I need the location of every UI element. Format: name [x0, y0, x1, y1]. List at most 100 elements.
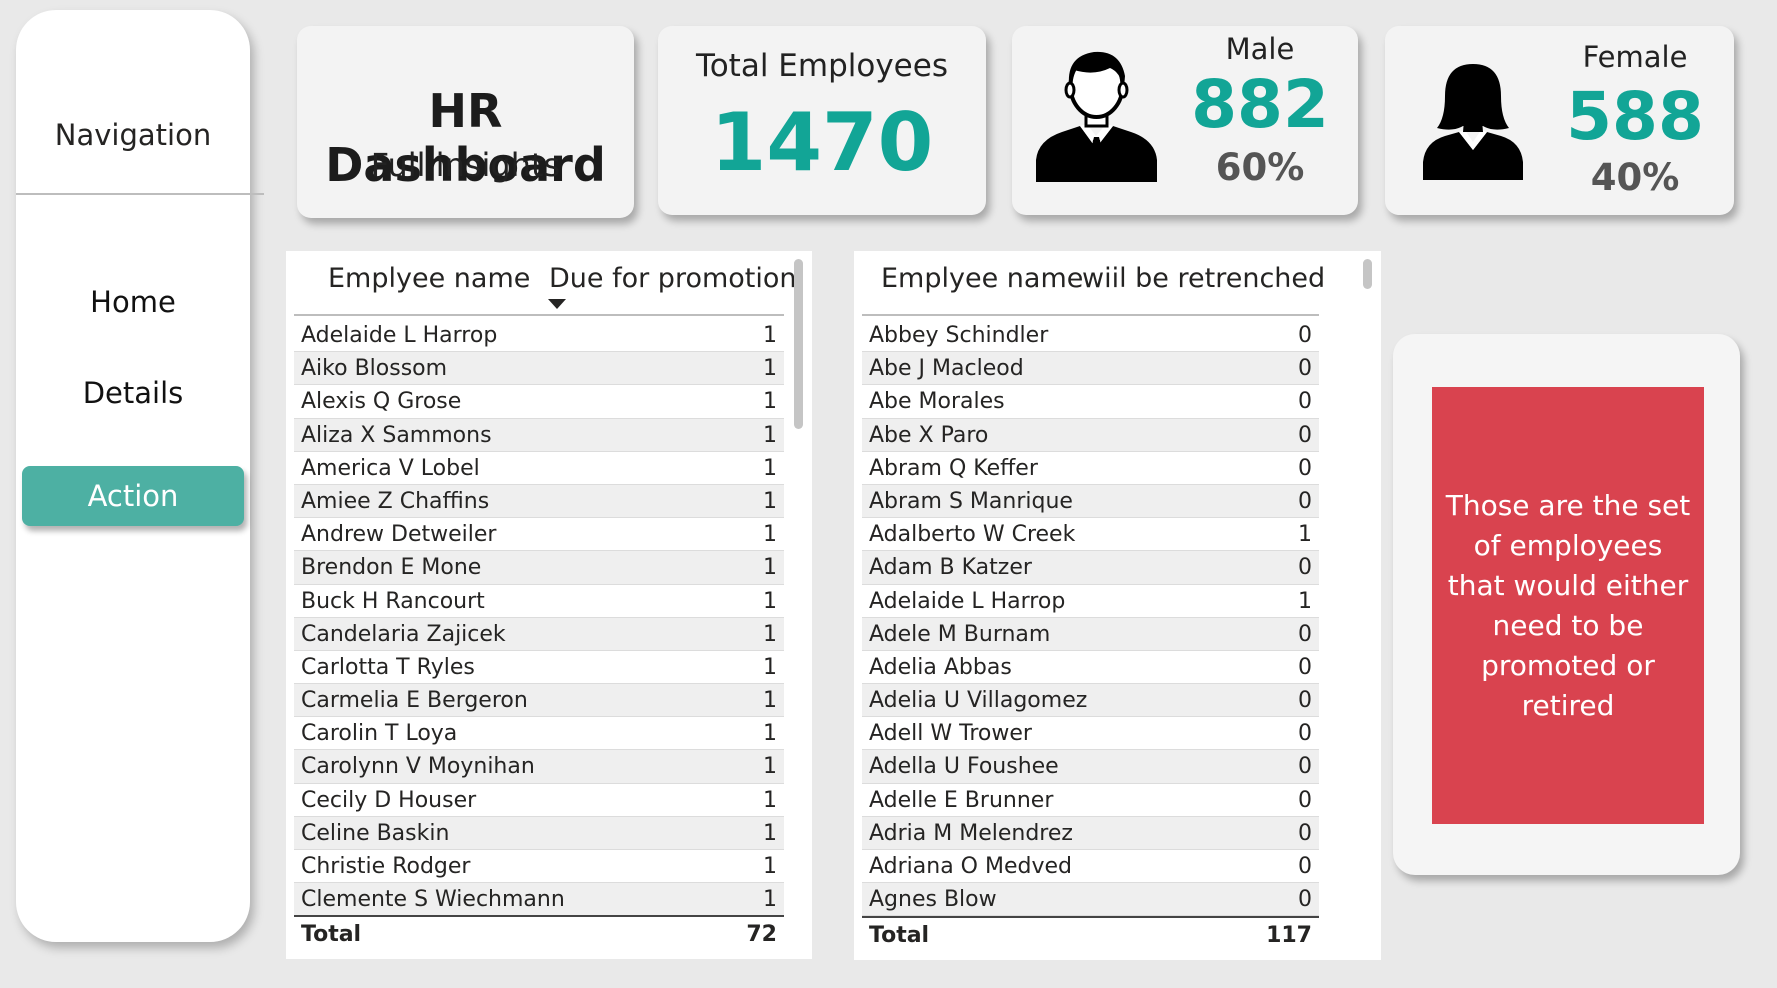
- table-row[interactable]: Adell W Trower 0: [862, 717, 1319, 751]
- table-row[interactable]: Adella U Foushee 0: [862, 750, 1319, 784]
- row-value: 1: [763, 522, 777, 548]
- employee-name: Carmelia E Bergeron: [301, 688, 528, 714]
- table-row[interactable]: Carlotta T Ryles 1: [294, 651, 784, 685]
- employee-name: Adelaide L Harrop: [301, 323, 498, 348]
- table-row[interactable]: Adelia Abbas 0: [862, 651, 1319, 685]
- employee-name: Adella U Foushee: [869, 754, 1059, 780]
- retrench-col-value-header[interactable]: wiil be retrenched: [1082, 263, 1326, 294]
- table-row[interactable]: Abbey Schindler 0: [862, 319, 1319, 353]
- row-value: 1: [763, 356, 777, 382]
- row-value: 1: [763, 621, 777, 647]
- table-row[interactable]: America V Lobel 1: [294, 452, 784, 485]
- female-label: Female: [1582, 40, 1688, 74]
- table-row[interactable]: Andrew Detweiler 1: [294, 518, 784, 552]
- table-row[interactable]: Christie Rodger 1: [294, 850, 784, 884]
- row-value: 1: [763, 721, 777, 747]
- table-row[interactable]: Alexis Q Grose 1: [294, 385, 784, 419]
- female-person-icon: [1423, 62, 1523, 180]
- table-row[interactable]: Brendon E Mone 1: [294, 551, 784, 585]
- note-card: Those are the set of employees that woul…: [1393, 334, 1740, 875]
- table-row[interactable]: Abe X Paro 0: [862, 418, 1319, 452]
- employee-name: Adriana O Medved: [869, 854, 1072, 879]
- row-value: 0: [1298, 854, 1312, 879]
- table-row[interactable]: Adalberto W Creek 1: [862, 518, 1319, 552]
- navigation-divider: [16, 193, 264, 195]
- table-row[interactable]: Abe J Macleod 0: [862, 352, 1319, 386]
- row-value: 0: [1298, 455, 1312, 481]
- employee-name: Abram Q Keffer: [869, 455, 1038, 481]
- employee-name: Clemente S Wiechmann: [301, 887, 565, 913]
- table-row[interactable]: Abram S Manrique 0: [862, 484, 1319, 519]
- employee-name: Agnes Blow: [869, 887, 997, 913]
- employee-name: Abe J Macleod: [869, 356, 1024, 382]
- promotion-scrollbar[interactable]: [794, 259, 803, 429]
- row-value: 0: [1298, 323, 1312, 348]
- table-row[interactable]: Adria M Melendrez 0: [862, 816, 1319, 850]
- employee-name: Abbey Schindler: [869, 323, 1049, 348]
- row-value: 1: [763, 654, 777, 680]
- promotion-col-value-header[interactable]: Due for promotion: [549, 263, 797, 294]
- table-row[interactable]: Adele M Burnam 0: [862, 617, 1319, 651]
- row-value: 0: [1298, 488, 1312, 514]
- table-row[interactable]: Candelaria Zajicek 1: [294, 617, 784, 651]
- table-row[interactable]: Adelaide L Harrop 1: [294, 319, 784, 353]
- row-value: 0: [1298, 555, 1312, 581]
- row-value: 0: [1298, 688, 1312, 714]
- row-value: 1: [763, 588, 777, 614]
- nav-home-button[interactable]: Home: [90, 285, 176, 319]
- table-row[interactable]: Adam B Katzer 0: [862, 551, 1319, 585]
- total-label: Total: [869, 923, 930, 948]
- employee-name: Carlotta T Ryles: [301, 654, 475, 680]
- promotion-rows: Adelaide L Harrop 1 Aiko Blossom 1 Alexis Q …: [294, 319, 784, 917]
- promotion-col-name-header[interactable]: Emplyee name: [328, 263, 531, 294]
- row-value: 1: [763, 455, 777, 481]
- table-row[interactable]: Aiko Blossom 1: [294, 352, 784, 386]
- row-value: 0: [1298, 389, 1312, 415]
- employee-name: Amiee Z Chaffins: [301, 488, 490, 514]
- navigation-panel: Navigation Home Details Action: [16, 10, 264, 942]
- employee-name: Abram S Manrique: [869, 488, 1073, 514]
- table-row[interactable]: Abram Q Keffer 0: [862, 452, 1319, 485]
- male-label: Male: [1225, 32, 1295, 66]
- employee-name: Aiko Blossom: [301, 356, 448, 382]
- nav-details-button[interactable]: Details: [82, 376, 184, 410]
- table-row[interactable]: Adelle E Brunner 0: [862, 784, 1319, 817]
- employee-name: Christie Rodger: [301, 854, 471, 879]
- table-row[interactable]: Clemente S Wiechmann 1: [294, 883, 784, 917]
- row-value: 1: [763, 488, 777, 514]
- employee-name: Adam B Katzer: [869, 555, 1032, 581]
- retrench-scrollbar[interactable]: [1363, 259, 1372, 289]
- retrench-table: Emplyee name wiil be retrenched Abbey Sc…: [854, 251, 1381, 960]
- table-row[interactable]: Amiee Z Chaffins 1: [294, 484, 784, 519]
- total-value: 117: [1266, 923, 1312, 948]
- row-value: 0: [1298, 820, 1312, 846]
- table-row[interactable]: Adelia U Villagomez 0: [862, 684, 1319, 718]
- nav-action-button[interactable]: Action: [22, 466, 244, 526]
- table-row[interactable]: Aliza X Sammons 1: [294, 418, 784, 452]
- employee-name: Adell W Trower: [869, 721, 1032, 747]
- table-row[interactable]: Adelaide L Harrop 1: [862, 585, 1319, 618]
- table-row[interactable]: Buck H Rancourt 1: [294, 585, 784, 618]
- table-row[interactable]: Abe Morales 0: [862, 385, 1319, 419]
- male-person-icon: [1034, 48, 1159, 182]
- employee-name: Abe X Paro: [869, 422, 989, 448]
- row-value: 1: [763, 754, 777, 780]
- dashboard-subtitle: Full insights: [370, 146, 561, 184]
- employee-name: Abe Morales: [869, 389, 1005, 415]
- table-row[interactable]: Carolynn V Moynihan 1: [294, 750, 784, 784]
- table-row[interactable]: Celine Baskin 1: [294, 816, 784, 850]
- retrench-col-name-header[interactable]: Emplyee name: [881, 263, 1084, 294]
- table-row[interactable]: Cecily D Houser 1: [294, 784, 784, 817]
- table-row[interactable]: Agnes Blow 0: [862, 883, 1319, 917]
- promotion-table: Emplyee name Due for promotion Adelaide …: [286, 251, 812, 959]
- table-row[interactable]: Carolin T Loya 1: [294, 717, 784, 751]
- sort-descending-icon[interactable]: [548, 299, 566, 309]
- table-row[interactable]: Carmelia E Bergeron 1: [294, 684, 784, 718]
- title-card: HR Dashboard Full insights: [297, 26, 634, 218]
- male-count: 882: [1191, 66, 1329, 143]
- employee-name: Candelaria Zajicek: [301, 621, 506, 647]
- table-row[interactable]: Adriana O Medved 0: [862, 850, 1319, 884]
- employee-name: Brendon E Mone: [301, 555, 482, 581]
- employee-name: Andrew Detweiler: [301, 522, 497, 548]
- retrench-rows: Abbey Schindler 0 Abe J Macleod 0 Abe Morale…: [862, 319, 1319, 917]
